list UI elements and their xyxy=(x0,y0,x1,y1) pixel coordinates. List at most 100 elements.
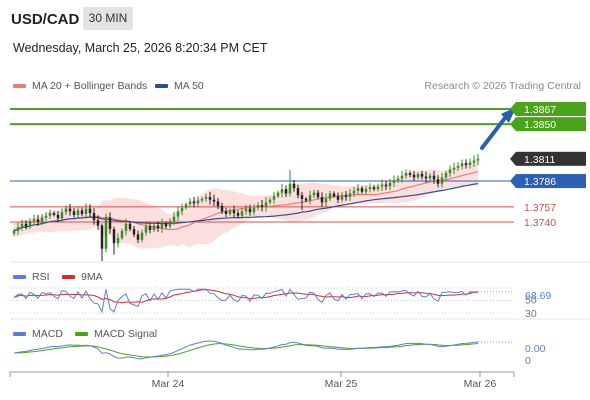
legend-rsi-ma-label: 9MA xyxy=(81,271,103,283)
legend-ma50-label: MA 50 xyxy=(174,80,204,92)
forecast-arrow xyxy=(480,107,516,150)
candle-body xyxy=(412,174,416,178)
candle-body xyxy=(452,167,456,170)
price-level-labels: 1.3867 1.3850 1.3811 1.3786 1.3757 1.3740 xyxy=(510,102,586,229)
candle-body xyxy=(84,208,88,214)
candle-body xyxy=(232,210,236,214)
candle-body xyxy=(376,186,380,190)
candle-body xyxy=(64,208,68,213)
legend-rsi-label: RSI xyxy=(32,271,50,283)
level-label-support: 1.3740 xyxy=(524,217,556,229)
level-label-box-resistance xyxy=(516,117,586,132)
level-label-pointer-resistance xyxy=(510,117,516,132)
candle-body xyxy=(184,204,188,208)
candle-body xyxy=(372,187,376,190)
candle-body xyxy=(96,220,100,226)
candle-body xyxy=(340,195,344,200)
candle-body xyxy=(248,208,252,213)
candle-body xyxy=(436,179,440,184)
candle-body xyxy=(48,213,52,216)
level-label-resistance: 1.3850 xyxy=(524,119,556,131)
candle-body xyxy=(288,183,292,194)
candle-body xyxy=(56,214,60,219)
candle-body xyxy=(180,207,184,212)
candle-body xyxy=(456,165,460,168)
candle-body xyxy=(336,196,340,200)
candle-body xyxy=(104,217,108,249)
legend-macd-signal-label: MACD Signal xyxy=(94,328,158,340)
level-label-box-last xyxy=(516,151,586,166)
x-tick-label: Mar 25 xyxy=(325,378,358,390)
candle-body xyxy=(316,192,320,198)
candle-body xyxy=(448,169,452,174)
candle-body xyxy=(424,176,428,179)
rsi-swatch xyxy=(13,275,26,279)
candle-body xyxy=(444,173,448,178)
candle-body xyxy=(12,230,16,234)
macd-panel: 0.000 xyxy=(13,340,546,367)
candle-body xyxy=(252,207,256,213)
x-tick-label: Mar 24 xyxy=(152,378,185,390)
candle-body xyxy=(76,210,80,215)
level-label-pointer-resistance xyxy=(510,102,516,117)
candle-body xyxy=(260,205,264,207)
candle-body xyxy=(116,237,120,244)
candle-body xyxy=(72,211,76,215)
level-label-resistance: 1.3867 xyxy=(524,104,556,116)
candles xyxy=(12,153,480,262)
candle-body xyxy=(392,180,396,183)
candle-body xyxy=(196,200,200,204)
candle-body xyxy=(400,175,404,179)
candle-body xyxy=(428,175,432,179)
candle-body xyxy=(220,205,224,212)
candle-body xyxy=(312,192,316,196)
candle-body xyxy=(280,189,284,193)
candle-body xyxy=(168,221,172,227)
candle-body xyxy=(144,226,148,233)
candle-body xyxy=(156,225,160,229)
x-tick-label: Mar 26 xyxy=(464,378,497,390)
candle-body xyxy=(408,173,412,175)
candle-body xyxy=(344,195,348,198)
interval-button[interactable]: 30 MIN xyxy=(83,7,133,30)
candle-body xyxy=(40,217,44,222)
candle-body xyxy=(236,213,240,216)
candle-body xyxy=(124,223,128,231)
candle-body xyxy=(16,227,20,231)
macd-signal-swatch xyxy=(75,332,88,336)
candle-body xyxy=(300,195,304,199)
candle-body xyxy=(212,199,216,202)
macd-swatch xyxy=(13,332,26,336)
rsi-ma-swatch xyxy=(62,275,75,279)
candle-body xyxy=(364,189,368,192)
candle-body xyxy=(332,193,336,197)
candle-body xyxy=(404,173,408,176)
candle-body xyxy=(468,162,472,166)
legend-ma50: MA 50 xyxy=(155,80,204,92)
candle-body xyxy=(140,232,144,240)
symbol-title: USD/CAD xyxy=(11,11,80,28)
candle-body xyxy=(352,190,356,194)
bollinger-bands xyxy=(14,158,478,249)
candle-body xyxy=(416,173,420,178)
legend-rsi-ma: 9MA xyxy=(62,271,103,283)
candle-body xyxy=(188,201,192,205)
candle-body xyxy=(272,196,276,200)
candle-body xyxy=(368,187,372,190)
candle-body xyxy=(440,177,444,184)
candle-body xyxy=(464,163,468,166)
candle-body xyxy=(208,197,212,200)
candle-body xyxy=(36,219,40,222)
candle-body xyxy=(396,178,400,181)
candle-body xyxy=(112,229,116,244)
candle-body xyxy=(348,193,352,198)
candle-body xyxy=(460,163,464,166)
candle-body xyxy=(52,213,56,215)
candle-body xyxy=(476,158,480,161)
candle-body xyxy=(92,213,96,221)
rsi-ma-line xyxy=(13,289,478,304)
legend-macd-signal: MACD Signal xyxy=(75,328,157,340)
candle-body xyxy=(88,208,92,214)
